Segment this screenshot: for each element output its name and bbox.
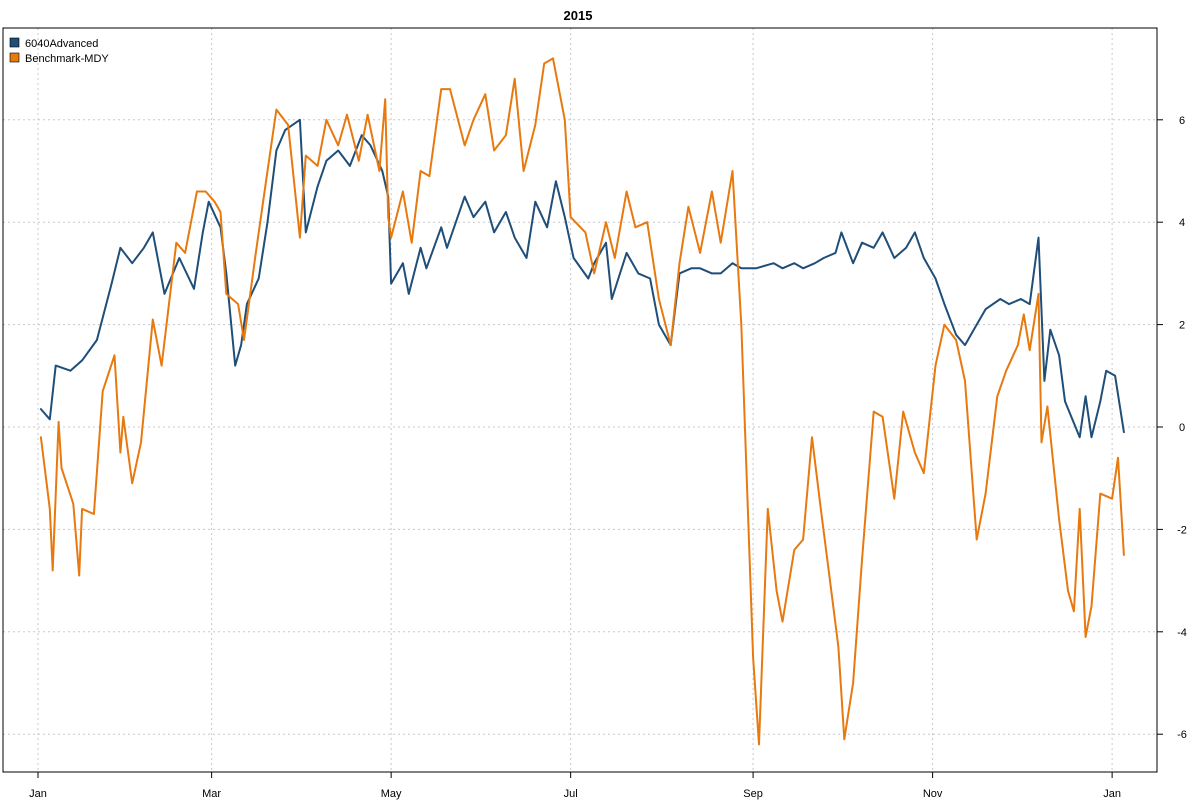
y-tick-label: -6	[1177, 729, 1187, 741]
x-tick-label: Jan	[29, 788, 47, 800]
series-line-6040advanced	[39, 118, 1125, 439]
x-tick-label: Jul	[564, 788, 578, 800]
x-tick-label: Sep	[743, 788, 763, 800]
y-tick-label: 4	[1179, 217, 1185, 229]
y-axis: 6 4 2 0 -2 -4 -6	[1157, 115, 1187, 741]
x-tick-label: May	[381, 788, 402, 800]
y-tick-label: -2	[1177, 524, 1187, 536]
grid	[3, 28, 1157, 772]
plot-frame	[2, 27, 1158, 773]
y-tick-label: 2	[1179, 320, 1185, 332]
legend-swatch-benchmark-mdy	[9, 52, 20, 63]
y-tick-label: -4	[1177, 627, 1187, 639]
x-tick-label: Nov	[923, 788, 943, 800]
chart-title: 2015	[564, 8, 593, 23]
x-tick-label: Jan	[1103, 788, 1121, 800]
series-lines	[39, 57, 1125, 746]
y-tick-label: 6	[1179, 115, 1185, 127]
legend: 6040Advanced Benchmark-MDY	[9, 37, 109, 65]
series-line-benchmark-mdy	[39, 57, 1125, 746]
legend-label-6040advanced: 6040Advanced	[25, 38, 98, 50]
legend-swatch-6040advanced	[9, 37, 20, 48]
legend-label-benchmark-mdy: Benchmark-MDY	[25, 53, 109, 65]
x-axis: Jan Mar May Jul Sep Nov Jan	[29, 772, 1121, 800]
y-tick-label: 0	[1179, 422, 1185, 434]
x-tick-label: Mar	[202, 788, 221, 800]
